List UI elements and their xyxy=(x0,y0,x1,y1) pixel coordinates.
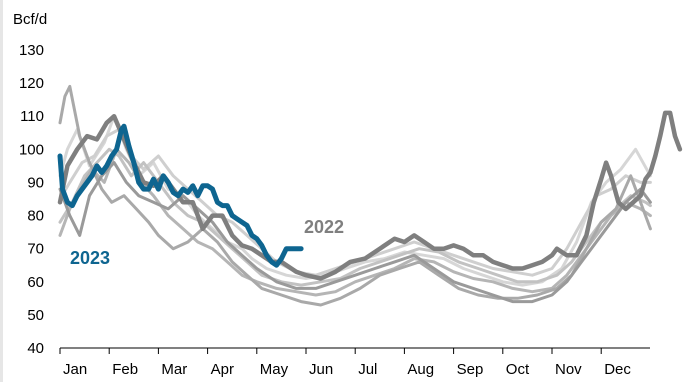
y-tick-label: 120 xyxy=(19,75,44,92)
x-tick-label: Nov xyxy=(555,361,582,378)
x-tick-label: Jul xyxy=(358,361,377,378)
x-tick-label: Dec xyxy=(604,361,631,378)
x-tick-labels: Jan Feb Mar Apr May Jun Jul Aug Sep Oct Nov Dec xyxy=(63,361,631,378)
series-line xyxy=(58,147,652,287)
x-tick-label: Mar xyxy=(161,361,187,378)
left-border xyxy=(0,0,3,382)
y-tick-label: 40 xyxy=(27,340,44,357)
y-tick-label: 50 xyxy=(27,307,44,324)
series-line xyxy=(58,161,652,304)
series-line xyxy=(57,123,304,268)
series-lines xyxy=(57,84,683,307)
y-axis-unit-label: Bcf/d xyxy=(13,11,47,28)
y-tick-label: 100 xyxy=(19,141,44,158)
x-tick-label: Sep xyxy=(457,361,484,378)
x-tick-label: Jun xyxy=(309,361,333,378)
x-tick-label: May xyxy=(260,361,289,378)
y-tick-labels: 40 50 60 70 80 90 100 110 120 130 xyxy=(19,42,44,357)
y-tick-label: 110 xyxy=(20,108,44,125)
x-tick-marks xyxy=(59,348,602,354)
x-tick-label: Aug xyxy=(407,361,434,378)
x-tick-label: Apr xyxy=(211,361,234,378)
series-line xyxy=(58,147,652,297)
y-tick-label: 80 xyxy=(27,208,44,225)
x-tick-label: Oct xyxy=(506,361,530,378)
series-line xyxy=(58,84,652,307)
y-tick-label: 70 xyxy=(27,241,44,258)
x-tick-label: Jan xyxy=(63,361,87,378)
y-tick-label: 60 xyxy=(27,274,44,291)
annotation-2023: 2023 xyxy=(70,248,110,268)
x-tick-label: Feb xyxy=(112,361,138,378)
annotation-2022: 2022 xyxy=(304,217,344,237)
y-tick-label: 130 xyxy=(19,42,44,59)
y-tick-label: 90 xyxy=(27,174,44,191)
